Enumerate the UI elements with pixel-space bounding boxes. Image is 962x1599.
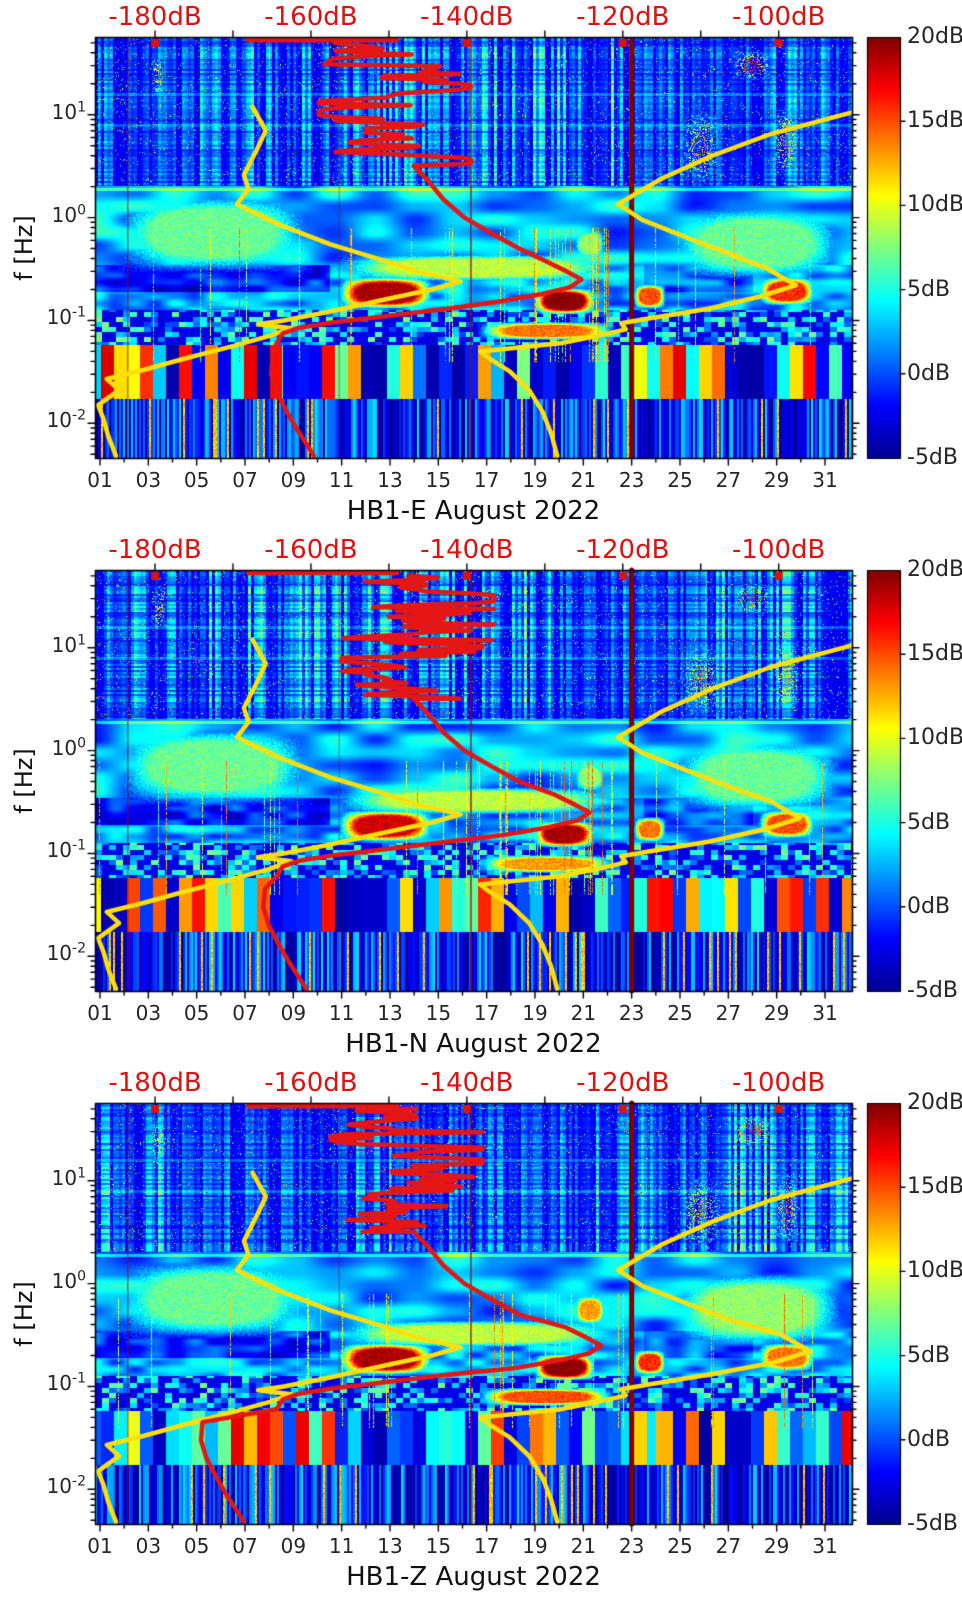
spectrogram-figure: f [Hz] f [Hz] f [Hz] HB1-E August 2022 H…: [0, 0, 962, 1599]
spectrogram-canvas: [0, 0, 962, 1599]
